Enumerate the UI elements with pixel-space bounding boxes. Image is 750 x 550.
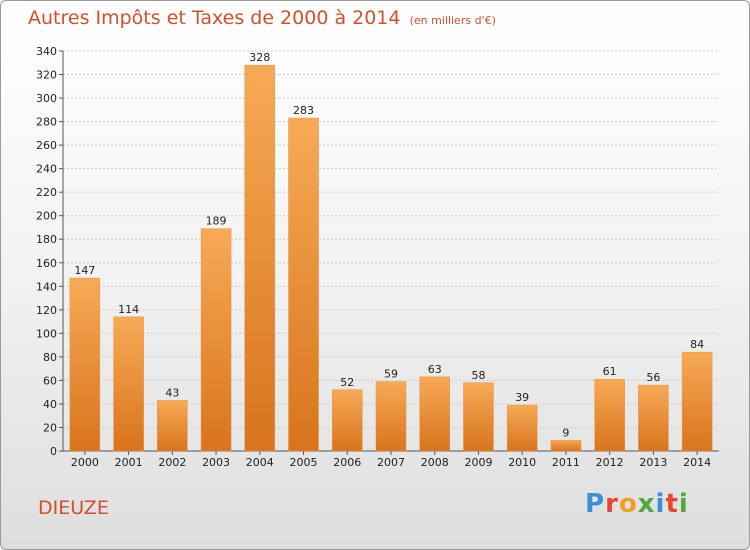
logo-letter: o bbox=[618, 489, 638, 519]
bar-2001 bbox=[113, 316, 144, 452]
bar-2008 bbox=[419, 376, 450, 452]
x-tick-label: 2002 bbox=[158, 456, 186, 469]
y-tick-label: 300 bbox=[36, 92, 57, 105]
x-tick-label: 2010 bbox=[508, 456, 536, 469]
chart-title-text: Autres Impôts et Taxes de 2000 à 2014 bbox=[28, 7, 401, 29]
data-label-2009: 58 bbox=[471, 369, 485, 382]
y-tick-label: 80 bbox=[43, 351, 57, 364]
y-tick-label: 0 bbox=[50, 445, 57, 458]
x-tick-label: 2012 bbox=[596, 456, 624, 469]
data-label-2014: 84 bbox=[690, 338, 704, 351]
y-tick-label: 160 bbox=[36, 257, 57, 270]
logo-letter: r bbox=[605, 489, 619, 519]
y-tick-label: 40 bbox=[43, 398, 57, 411]
bar-2009 bbox=[463, 382, 494, 452]
logo-letter: i bbox=[655, 489, 666, 519]
data-label-2001: 114 bbox=[118, 303, 139, 316]
y-tick-label: 180 bbox=[36, 233, 57, 246]
bar-2012 bbox=[594, 378, 625, 452]
y-tick-label: 200 bbox=[36, 210, 57, 223]
bar-2007 bbox=[375, 381, 407, 452]
data-label-2002: 43 bbox=[165, 386, 179, 399]
bar-2014 bbox=[681, 351, 713, 452]
data-label-2000: 147 bbox=[74, 264, 95, 277]
data-label-2011: 9 bbox=[562, 426, 569, 439]
x-tick-label: 2004 bbox=[246, 456, 274, 469]
data-label-2006: 52 bbox=[340, 376, 354, 389]
y-tick-label: 20 bbox=[43, 421, 57, 434]
data-label-2007: 59 bbox=[384, 368, 398, 381]
x-tick-label: 2005 bbox=[290, 456, 318, 469]
proxiti-logo: Proxiti bbox=[585, 489, 689, 519]
x-tick-label: 2003 bbox=[202, 456, 230, 469]
logo-letter: i bbox=[678, 489, 689, 519]
bar-2004 bbox=[244, 64, 276, 452]
y-tick-label: 340 bbox=[36, 45, 57, 58]
data-label-2003: 189 bbox=[206, 215, 227, 228]
y-tick-label: 240 bbox=[36, 163, 57, 176]
chart-title: Autres Impôts et Taxes de 2000 à 2014 (e… bbox=[28, 7, 496, 29]
y-tick-label: 320 bbox=[36, 69, 57, 82]
data-label-2010: 39 bbox=[515, 391, 529, 404]
y-tick-label: 100 bbox=[36, 327, 57, 340]
data-label-2013: 56 bbox=[646, 371, 660, 384]
bar-2000 bbox=[69, 277, 101, 452]
y-tick-label: 60 bbox=[43, 374, 57, 387]
logo-letter: t bbox=[665, 489, 679, 519]
x-tick-label: 2008 bbox=[421, 456, 449, 469]
data-label-2012: 61 bbox=[603, 365, 617, 378]
logo-letter: P bbox=[585, 489, 606, 519]
bar-2013 bbox=[638, 384, 669, 452]
location-name: DIEUZE bbox=[38, 497, 109, 519]
bar-2005 bbox=[288, 117, 319, 452]
bar-2011 bbox=[550, 440, 582, 452]
data-label-2005: 283 bbox=[293, 104, 314, 117]
bar-2003 bbox=[200, 228, 232, 452]
x-tick-label: 2009 bbox=[464, 456, 492, 469]
x-tick-label: 2011 bbox=[552, 456, 580, 469]
bar-2006 bbox=[332, 389, 363, 452]
x-tick-label: 2001 bbox=[115, 456, 143, 469]
y-tick-label: 220 bbox=[36, 186, 57, 199]
y-tick-label: 120 bbox=[36, 304, 57, 317]
bar-2010 bbox=[506, 404, 538, 452]
y-tick-label: 260 bbox=[36, 139, 57, 152]
x-tick-label: 2000 bbox=[71, 456, 99, 469]
x-tick-label: 2013 bbox=[639, 456, 667, 469]
x-tick-label: 2007 bbox=[377, 456, 405, 469]
chart-unit-label: (en milliers d'€) bbox=[409, 14, 496, 27]
y-tick-label: 280 bbox=[36, 116, 57, 129]
data-label-2008: 63 bbox=[428, 363, 442, 376]
axes: 0 20 40 60 80 100 120 140 160 180 200 220 240 260 280 3… bbox=[36, 45, 719, 469]
logo-letter: x bbox=[637, 489, 656, 519]
x-tick-label: 2014 bbox=[683, 456, 711, 469]
data-labels: 147 114 43 189 328 283 52 59 63 58 39 9 61 56 84 bbox=[74, 51, 704, 439]
data-label-2004: 328 bbox=[249, 51, 270, 64]
bar-2002 bbox=[157, 400, 188, 452]
x-tick-label: 2006 bbox=[333, 456, 361, 469]
y-tick-label: 140 bbox=[36, 280, 57, 293]
bars bbox=[69, 64, 713, 452]
